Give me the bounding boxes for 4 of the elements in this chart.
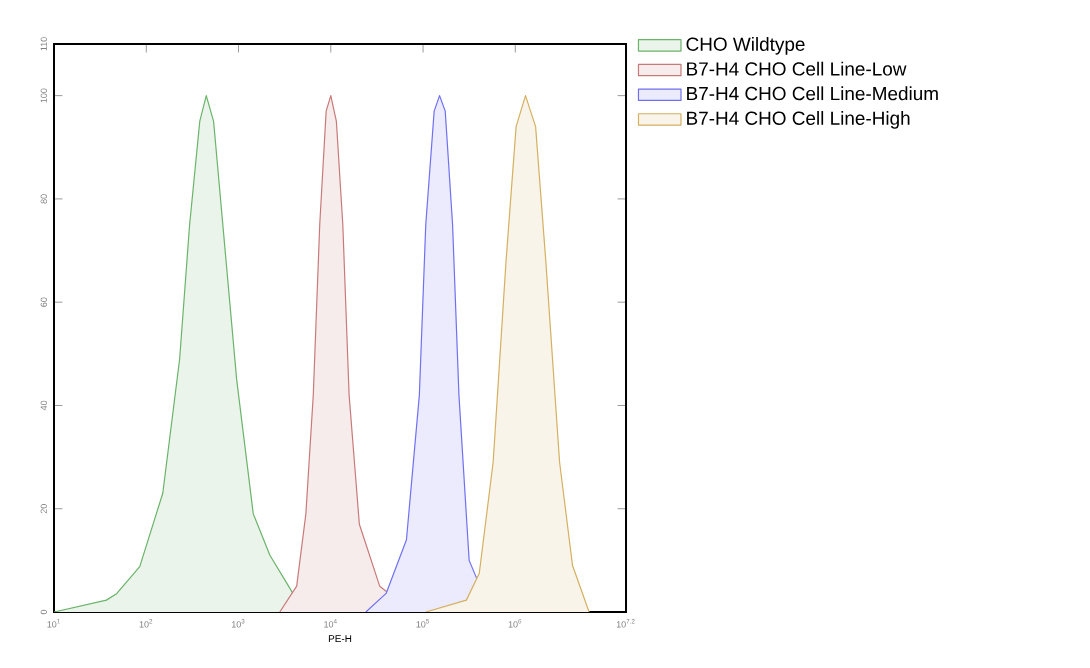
legend-label: B7-H4 CHO Cell Line-Low [687, 61, 907, 76]
legend-label: B7-H4 CHO Cell Line-Medium [687, 86, 938, 101]
legend-label: CHO Wildtype [686, 37, 805, 55]
legend-label: B7-H4 CHO Cell Line-High [687, 111, 910, 129]
